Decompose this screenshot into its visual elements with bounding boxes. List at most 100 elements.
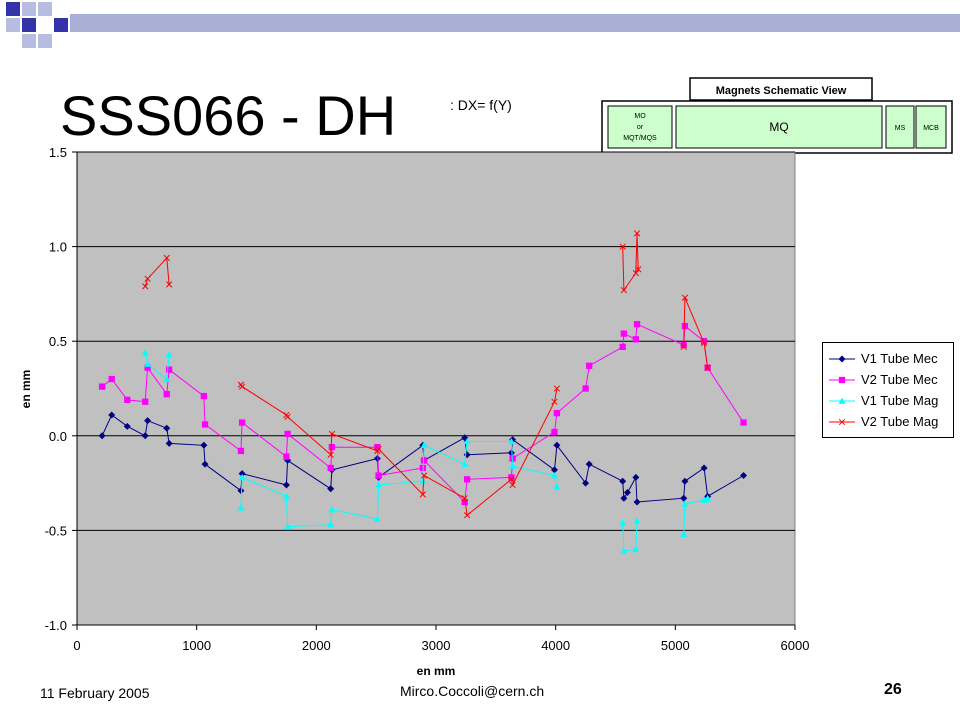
data-point bbox=[550, 472, 558, 479]
data-point bbox=[508, 476, 515, 483]
data-point bbox=[582, 479, 590, 487]
data-point bbox=[463, 437, 471, 445]
data-point bbox=[327, 464, 334, 472]
data-point bbox=[463, 476, 471, 483]
data-point bbox=[373, 455, 381, 463]
data-point bbox=[237, 487, 245, 495]
data-point bbox=[238, 383, 246, 390]
data-point-stroke bbox=[635, 266, 642, 273]
data-point bbox=[553, 441, 561, 449]
series-line bbox=[622, 520, 638, 552]
series-line bbox=[683, 297, 709, 368]
x-tick-label: 6000 bbox=[781, 638, 810, 653]
data-point-stroke bbox=[632, 269, 639, 277]
data-point bbox=[142, 398, 149, 405]
schematic-cell-mq bbox=[675, 105, 883, 149]
slide-title: SSS066 - DH bbox=[60, 84, 397, 147]
data-point bbox=[375, 481, 383, 488]
plot-area bbox=[76, 151, 796, 626]
data-point bbox=[98, 432, 106, 440]
schematic-cell-mcb-label: MCB bbox=[923, 125, 939, 132]
legend-item: V1 Tube Mag bbox=[823, 391, 953, 411]
legend-swatch bbox=[829, 418, 855, 426]
series-line bbox=[144, 256, 170, 287]
footer-email: Mirco.Coccoli@cern.ch bbox=[400, 683, 545, 699]
data-point-stroke bbox=[165, 281, 173, 288]
data-point-stroke bbox=[700, 339, 708, 347]
data-point-stroke bbox=[681, 294, 689, 301]
data-point bbox=[681, 500, 689, 507]
data-point bbox=[619, 343, 626, 351]
data-point bbox=[620, 286, 628, 294]
data-point bbox=[461, 460, 469, 467]
data-point bbox=[284, 413, 291, 421]
data-point bbox=[700, 464, 708, 472]
x-tick-label: 2000 bbox=[302, 638, 331, 653]
legend-item: V2 Tube Mag bbox=[823, 412, 953, 432]
series-v2-tube-mag bbox=[142, 230, 711, 519]
data-point bbox=[585, 460, 593, 468]
data-point bbox=[582, 385, 589, 392]
data-point bbox=[632, 269, 639, 277]
data-point-stroke bbox=[461, 495, 468, 502]
data-point bbox=[420, 441, 428, 449]
deco-square bbox=[38, 34, 52, 48]
data-point bbox=[165, 366, 173, 373]
data-point bbox=[700, 338, 708, 345]
data-point bbox=[123, 422, 131, 430]
data-point bbox=[507, 437, 515, 445]
data-point bbox=[619, 477, 627, 485]
schematic-cell-ms bbox=[885, 105, 915, 149]
data-point bbox=[632, 336, 639, 343]
data-point bbox=[509, 462, 517, 469]
data-point bbox=[328, 430, 336, 438]
data-point-stroke bbox=[508, 476, 515, 483]
deco-square bbox=[6, 18, 20, 32]
data-point bbox=[551, 428, 558, 436]
data-point bbox=[740, 472, 748, 480]
data-point bbox=[328, 506, 336, 513]
data-point bbox=[633, 230, 641, 237]
data-point bbox=[237, 504, 245, 511]
data-point bbox=[838, 376, 846, 384]
schematic-cell-mo-line2: or bbox=[637, 124, 644, 131]
schematic-cell-ms-label: MS bbox=[895, 125, 906, 132]
data-point bbox=[632, 473, 640, 481]
schematic-cell-mq-label: MQ bbox=[769, 120, 788, 134]
data-point bbox=[633, 321, 641, 328]
data-point-stroke bbox=[553, 385, 561, 392]
data-point bbox=[144, 360, 152, 367]
data-point bbox=[838, 355, 846, 363]
data-point bbox=[633, 498, 641, 506]
data-point bbox=[328, 444, 336, 451]
y-tick-label: 1.5 bbox=[49, 145, 67, 160]
deco-square bbox=[22, 2, 36, 16]
legend-label: V2 Tube Mec bbox=[861, 372, 938, 387]
data-point bbox=[700, 496, 708, 503]
data-point-stroke bbox=[838, 418, 846, 426]
footer-date: 11 February 2005 bbox=[40, 685, 150, 701]
data-point bbox=[108, 375, 115, 383]
data-point bbox=[553, 483, 561, 490]
data-point-stroke bbox=[142, 283, 149, 290]
chart-legend: V1 Tube Mec V2 Tube Mec V1 Tube Mag V2 Tube… bbox=[822, 342, 954, 438]
legend-item: V2 Tube Mec bbox=[823, 370, 953, 390]
data-point bbox=[620, 330, 628, 337]
legend-label: V2 Tube Mag bbox=[861, 414, 939, 429]
data-point bbox=[680, 343, 687, 351]
data-point bbox=[108, 411, 116, 419]
data-point bbox=[375, 445, 382, 453]
data-point bbox=[142, 283, 149, 290]
data-point bbox=[681, 294, 689, 301]
data-point bbox=[680, 530, 688, 537]
data-point bbox=[165, 350, 173, 358]
data-point bbox=[461, 498, 468, 506]
data-point bbox=[680, 494, 688, 502]
data-point bbox=[282, 481, 290, 489]
data-point bbox=[141, 432, 149, 440]
data-point bbox=[550, 466, 558, 474]
data-point bbox=[165, 281, 173, 288]
magnets-schematic: Magnets Schematic View MO or MQT/MQS MQ … bbox=[601, 77, 953, 154]
y-tick-label: -1.0 bbox=[45, 618, 67, 633]
series-v1-tube-mag bbox=[141, 349, 712, 555]
